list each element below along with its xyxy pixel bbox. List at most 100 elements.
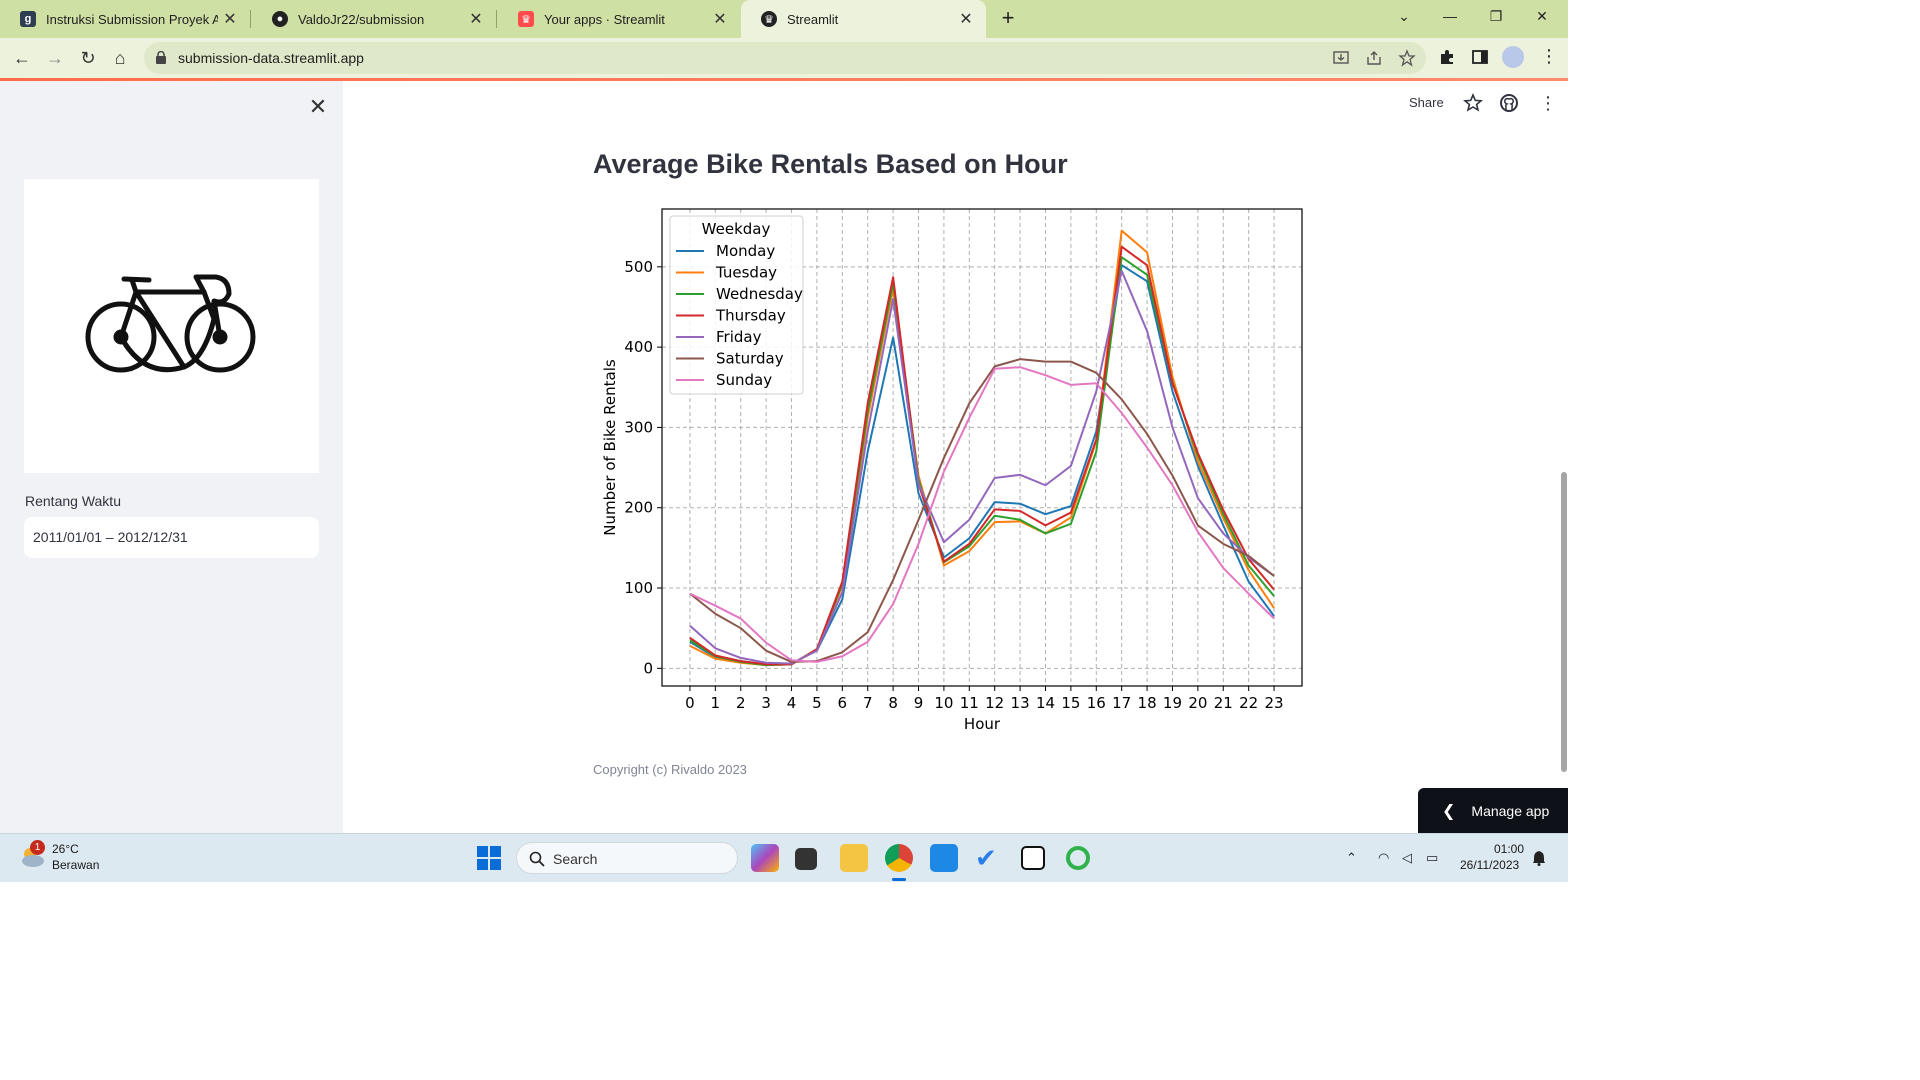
x-tick-label: 3 bbox=[761, 694, 771, 712]
y-tick-label: 100 bbox=[624, 579, 653, 597]
date-range-input[interactable]: 2011/01/01 – 2012/12/31 bbox=[24, 517, 319, 558]
forward-icon[interactable]: → bbox=[46, 47, 64, 68]
tab-divider bbox=[496, 10, 497, 28]
address-bar[interactable]: submission-data.streamlit.app bbox=[144, 42, 1426, 74]
file-explorer-icon[interactable] bbox=[840, 844, 868, 872]
x-tick-label: 8 bbox=[888, 694, 898, 712]
copyright-text: Copyright (c) Rivaldo 2023 bbox=[593, 762, 747, 777]
github-icon: ● bbox=[272, 11, 288, 27]
github-icon[interactable] bbox=[1499, 93, 1519, 113]
side-panel-icon[interactable] bbox=[1471, 48, 1489, 66]
tab-title: Your apps · Streamlit bbox=[544, 11, 665, 27]
x-tick-label: 21 bbox=[1214, 694, 1233, 712]
browser-tab-active[interactable]: ♛ Streamlit ✕ bbox=[741, 0, 986, 38]
clock-time[interactable]: 01:00 bbox=[1493, 842, 1524, 856]
tab-title: ValdoJr22/submission bbox=[298, 11, 425, 27]
dicoding-icon: g bbox=[20, 11, 36, 27]
reload-icon[interactable]: ↻ bbox=[80, 47, 96, 68]
browser-toolbar: ← → ↻ ⌂ submission-data.streamlit.app ⋮ bbox=[0, 38, 1568, 78]
close-window-button[interactable]: ✕ bbox=[1536, 7, 1548, 24]
bookmark-star-icon[interactable] bbox=[1398, 49, 1416, 67]
x-tick-label: 23 bbox=[1265, 694, 1284, 712]
profile-avatar[interactable] bbox=[1502, 46, 1524, 68]
y-tick-label: 0 bbox=[643, 659, 653, 677]
x-tick-label: 19 bbox=[1163, 694, 1182, 712]
lock-icon bbox=[156, 51, 166, 64]
back-icon[interactable]: ← bbox=[13, 47, 31, 68]
legend-entry: Monday bbox=[716, 242, 775, 260]
series-line-sunday bbox=[689, 366, 1275, 663]
share-button[interactable]: Share bbox=[1409, 95, 1444, 110]
x-tick-label: 10 bbox=[934, 694, 953, 712]
browser-menu-icon[interactable]: ⋮ bbox=[1540, 46, 1558, 66]
task-view-icon[interactable] bbox=[795, 848, 817, 870]
browser-tab-strip: g Instruksi Submission Proyek Ana ✕ ● Va… bbox=[0, 0, 1568, 38]
close-sidebar-icon[interactable]: ✕ bbox=[308, 94, 328, 119]
x-tick-label: 13 bbox=[1011, 694, 1030, 712]
chrome-icon[interactable] bbox=[885, 844, 913, 872]
y-tick-label: 500 bbox=[624, 258, 653, 276]
x-tick-label: 16 bbox=[1087, 694, 1106, 712]
sidebar-logo bbox=[24, 179, 319, 473]
home-icon[interactable]: ⌂ bbox=[114, 47, 126, 68]
tab-divider bbox=[250, 10, 251, 28]
battery-icon[interactable]: ▭ bbox=[1426, 850, 1439, 865]
close-tab-icon[interactable]: ✕ bbox=[713, 11, 727, 28]
wifi-icon[interactable]: ◠ bbox=[1378, 850, 1390, 865]
tab-title: Streamlit bbox=[787, 11, 839, 27]
share-icon[interactable] bbox=[1365, 49, 1383, 67]
x-tick-label: 0 bbox=[685, 694, 695, 712]
legend-entry: Sunday bbox=[716, 371, 772, 389]
x-tick-label: 18 bbox=[1138, 694, 1157, 712]
install-app-icon[interactable] bbox=[1332, 49, 1350, 67]
browser-tab[interactable]: g Instruksi Submission Proyek Ana ✕ bbox=[0, 0, 250, 38]
tab-title: Instruksi Submission Proyek Ana bbox=[46, 11, 218, 27]
green-ring-app-icon[interactable] bbox=[1066, 846, 1090, 870]
vscode-icon[interactable] bbox=[930, 844, 958, 872]
app-header: Share ⋮ bbox=[343, 81, 1568, 125]
minimize-button[interactable]: — bbox=[1443, 8, 1457, 24]
legend-entry: Wednesday bbox=[716, 285, 803, 303]
extensions-puzzle-icon[interactable] bbox=[1438, 48, 1456, 66]
legend-entry: Saturday bbox=[716, 350, 784, 368]
windows-start-icon[interactable] bbox=[477, 846, 501, 870]
y-axis-label: Number of Bike Rentals bbox=[601, 359, 619, 536]
taskbar-search[interactable]: Search bbox=[516, 842, 738, 874]
tab-search-chevron-icon[interactable]: ⌄ bbox=[1398, 7, 1410, 24]
sidebar: ✕ Rentang Waktu 2011/01/01 – 2012/12/31 bbox=[0, 81, 343, 833]
plot-frame bbox=[661, 208, 1303, 687]
x-tick-label: 15 bbox=[1061, 694, 1080, 712]
x-tick-label: 20 bbox=[1188, 694, 1207, 712]
copilot-icon[interactable] bbox=[751, 844, 779, 872]
todo-check-icon[interactable]: ✔ bbox=[975, 843, 997, 873]
y-tick-label: 200 bbox=[624, 499, 653, 517]
streamlit-icon: ♛ bbox=[518, 11, 534, 27]
url-text: submission-data.streamlit.app bbox=[178, 50, 364, 66]
browser-tab[interactable]: ● ValdoJr22/submission ✕ bbox=[252, 0, 496, 38]
close-tab-icon[interactable]: ✕ bbox=[959, 11, 973, 28]
x-tick-label: 4 bbox=[787, 694, 797, 712]
browser-tab[interactable]: ♛ Your apps · Streamlit ✕ bbox=[498, 0, 740, 38]
new-tab-button[interactable]: + bbox=[1001, 5, 1015, 30]
restore-button[interactable]: ❐ bbox=[1489, 7, 1503, 24]
volume-icon[interactable]: ◁ bbox=[1402, 850, 1412, 865]
y-tick-label: 400 bbox=[624, 338, 653, 356]
tray-chevron-up-icon[interactable]: ⌃ bbox=[1346, 850, 1357, 865]
active-app-indicator bbox=[892, 878, 906, 881]
weather-widget[interactable]: 1 bbox=[18, 840, 46, 870]
star-icon[interactable] bbox=[1463, 93, 1483, 113]
notion-icon[interactable] bbox=[1021, 846, 1045, 870]
series-line-saturday bbox=[689, 358, 1275, 663]
weather-temp: 26°C bbox=[52, 842, 79, 856]
x-tick-label: 1 bbox=[711, 694, 721, 712]
close-tab-icon[interactable]: ✕ bbox=[469, 11, 483, 28]
close-tab-icon[interactable]: ✕ bbox=[223, 11, 237, 28]
notification-bell-icon[interactable] bbox=[1532, 850, 1546, 866]
clock-date[interactable]: 26/11/2023 bbox=[1460, 858, 1520, 872]
scrollbar-thumb[interactable] bbox=[1561, 472, 1567, 772]
app-menu-icon[interactable]: ⋮ bbox=[1539, 93, 1557, 113]
weather-badge: 1 bbox=[30, 840, 45, 855]
manage-app-button[interactable]: ❮ Manage app bbox=[1418, 788, 1568, 833]
series-line-friday bbox=[689, 269, 1275, 665]
x-tick-label: 7 bbox=[863, 694, 873, 712]
